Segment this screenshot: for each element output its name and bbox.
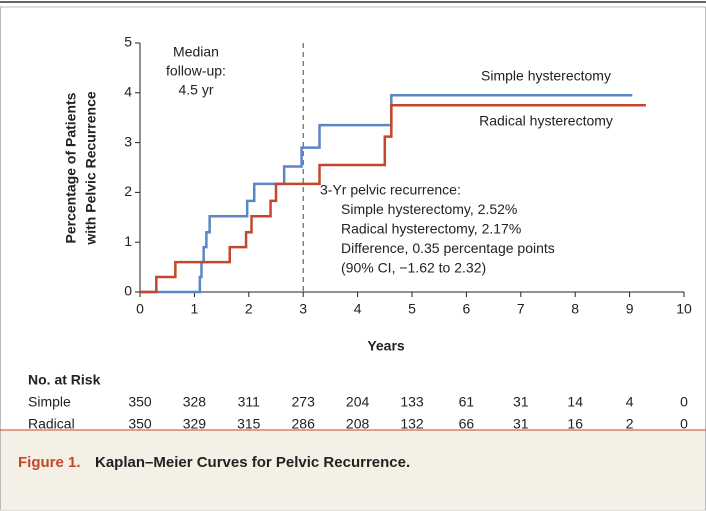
risk-count: 315 [237, 416, 261, 432]
x-tick-label: 0 [136, 301, 144, 317]
x-axis-label: Years [367, 338, 405, 354]
y-axis-label: Percentage of Patients [63, 92, 79, 243]
risk-count: 31 [513, 416, 529, 432]
risk-count: 329 [183, 416, 207, 432]
risk-count: 286 [292, 416, 316, 432]
summary-text: Radical hysterectomy, 2.17% [341, 221, 521, 237]
x-tick-label: 9 [626, 301, 634, 317]
legend-label: Radical hysterectomy [479, 113, 613, 129]
summary-text: Simple hysterectomy, 2.52% [341, 201, 517, 217]
x-tick-label: 3 [299, 301, 307, 317]
risk-count: 132 [400, 416, 424, 432]
risk-title: No. at Risk [28, 372, 101, 388]
caption-text: Kaplan–Meier Curves for Pelvic Recurrenc… [95, 454, 410, 471]
y-tick-label: 1 [124, 233, 132, 249]
risk-count: 204 [346, 394, 370, 410]
risk-count: 66 [459, 416, 475, 432]
legend-label: Simple hysterectomy [481, 68, 611, 84]
risk-count: 311 [238, 394, 261, 410]
y-tick-label: 5 [124, 34, 132, 50]
risk-count: 273 [292, 394, 316, 410]
summary-text: Difference, 0.35 percentage points [341, 240, 555, 256]
x-tick-label: 1 [191, 301, 199, 317]
x-tick-label: 4 [354, 301, 362, 317]
median-note: Median [173, 44, 219, 60]
risk-count: 208 [346, 416, 370, 432]
y-tick-label: 0 [124, 283, 132, 299]
summary-text: (90% CI, −1.62 to 2.32) [341, 260, 486, 276]
caption-band [1, 430, 705, 510]
risk-count: 61 [459, 394, 475, 410]
risk-count: 328 [183, 394, 207, 410]
y-tick-label: 4 [124, 84, 132, 100]
summary-text: 3-Yr pelvic recurrence: [320, 182, 461, 198]
caption-label: Figure 1. [18, 454, 81, 471]
median-note: follow-up: [166, 63, 226, 79]
risk-count: 2 [626, 416, 634, 432]
risk-count: 350 [128, 416, 152, 432]
x-tick-label: 8 [571, 301, 579, 317]
km-curve [140, 104, 646, 294]
risk-count: 14 [567, 394, 583, 410]
x-tick-label: 7 [517, 301, 525, 317]
risk-count: 4 [626, 394, 634, 410]
risk-count: 16 [567, 416, 583, 432]
x-tick-label: 5 [408, 301, 416, 317]
risk-count: 0 [680, 416, 688, 432]
y-tick-label: 3 [124, 133, 132, 149]
km-curve [140, 94, 633, 294]
y-axis-label: with Pelvic Recurrence [83, 91, 99, 246]
median-note: 4.5 yr [178, 82, 213, 98]
risk-count: 31 [513, 394, 529, 410]
y-tick-label: 2 [124, 183, 132, 199]
risk-row-label: Radical [28, 416, 75, 432]
x-tick-label: 2 [245, 301, 253, 317]
risk-count: 350 [128, 394, 152, 410]
risk-count: 133 [400, 394, 424, 410]
x-tick-label: 6 [463, 301, 471, 317]
risk-row-label: Simple [28, 394, 71, 410]
x-tick-label: 10 [676, 301, 692, 317]
risk-count: 0 [680, 394, 688, 410]
